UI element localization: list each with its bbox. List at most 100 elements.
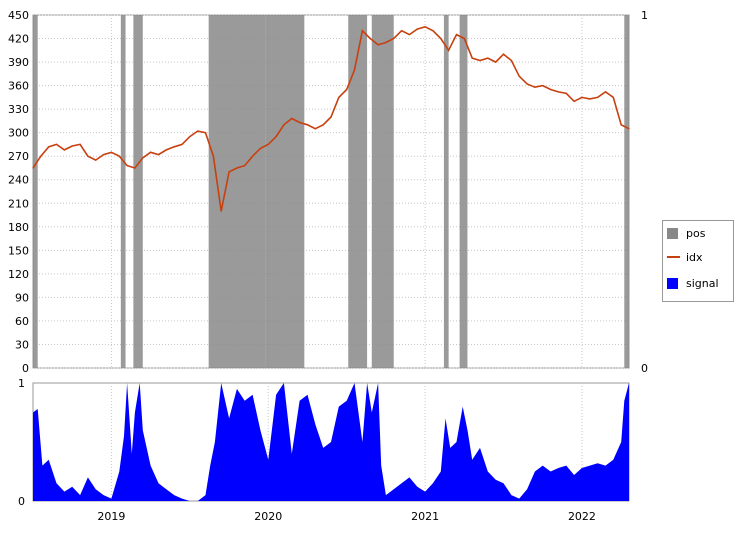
idx-point xyxy=(118,155,120,157)
pos-band xyxy=(371,15,394,368)
idx-point xyxy=(487,57,489,59)
legend-item-pos: pos xyxy=(667,225,705,241)
idx-point xyxy=(542,85,544,87)
idx-point xyxy=(283,124,285,126)
legend-swatch-pos xyxy=(667,227,678,239)
idx-point xyxy=(369,37,371,40)
idx-point xyxy=(448,49,450,51)
idx-point xyxy=(204,132,207,134)
pos-band xyxy=(33,15,38,368)
idx-point xyxy=(71,145,73,147)
y-tick-label: 30 xyxy=(15,338,29,351)
y-tick-label: 270 xyxy=(8,150,29,163)
idx-point xyxy=(189,136,191,138)
idx-point xyxy=(259,147,261,149)
idx-point xyxy=(526,83,528,85)
pos-band xyxy=(208,15,266,368)
legend: pos idx signal xyxy=(662,220,734,302)
idx-point xyxy=(291,117,293,120)
idx-point xyxy=(197,130,199,132)
idx-point xyxy=(173,146,175,148)
idx-point xyxy=(628,128,630,130)
y-tick-label: 300 xyxy=(8,127,29,140)
idx-point xyxy=(181,143,183,145)
idx-point xyxy=(330,116,332,118)
idx-point xyxy=(401,30,403,32)
idx-point xyxy=(557,91,560,93)
idx-point xyxy=(620,124,622,126)
idx-point xyxy=(95,159,97,161)
idx-point xyxy=(306,124,309,126)
idx-point xyxy=(142,157,144,159)
idx-point xyxy=(455,34,458,36)
idx-point xyxy=(314,128,316,130)
idx-point xyxy=(353,69,356,71)
top-grid xyxy=(33,14,629,369)
idx-point xyxy=(510,59,512,62)
y-tick-label: 150 xyxy=(8,244,29,257)
idx-point xyxy=(236,167,238,169)
legend-item-signal: signal xyxy=(667,275,719,291)
legend-line-idx xyxy=(667,256,680,258)
idx-point xyxy=(377,44,379,46)
idx-point xyxy=(550,88,552,91)
x-tick-label: 2019 xyxy=(97,510,125,523)
idx-point xyxy=(150,151,152,153)
pos-band xyxy=(265,15,305,368)
idx-point xyxy=(228,171,230,173)
y-tick-label: 450 xyxy=(8,9,29,22)
y-tick-label: 0 xyxy=(18,495,25,508)
legend-item-idx: idx xyxy=(667,249,703,265)
idx-point xyxy=(408,34,410,36)
idx-point xyxy=(275,136,277,138)
idx-point xyxy=(471,57,473,59)
y-tick-label: 90 xyxy=(15,291,29,304)
idx-point xyxy=(573,100,575,102)
idx-point xyxy=(612,96,614,98)
idx-point xyxy=(604,91,607,93)
pos-band xyxy=(133,15,143,368)
legend-label-signal: signal xyxy=(686,276,719,290)
idx-point xyxy=(385,41,387,44)
idx-point xyxy=(40,155,42,157)
y-tick-label: 210 xyxy=(8,197,29,210)
idx-point xyxy=(126,165,128,167)
idx-point xyxy=(299,121,301,124)
idx-point xyxy=(267,143,269,145)
idx-point xyxy=(589,98,591,100)
idx-point xyxy=(79,143,81,145)
y-tick-label: 60 xyxy=(15,315,29,328)
idx-point xyxy=(432,30,434,32)
y-tick-label: 420 xyxy=(8,33,29,46)
y-tick-label: 120 xyxy=(8,268,29,281)
idx-point xyxy=(220,210,222,212)
idx-point xyxy=(212,155,214,157)
y-tick-label: 240 xyxy=(8,174,29,187)
idx-point xyxy=(346,88,348,91)
y-tick-label: 0 xyxy=(22,362,29,375)
bottom-axis: 0 1 2019 2020 2021 2022 xyxy=(18,377,596,523)
idx-point xyxy=(393,37,395,40)
idx-point xyxy=(463,37,465,40)
idx-point xyxy=(495,61,497,63)
idx-point xyxy=(110,151,112,153)
top-axis: 0 30 60 90 120 150 180 210 240 270 300 330 360 390 420… xyxy=(8,9,648,375)
pos-band xyxy=(443,15,449,368)
signal-area xyxy=(33,383,629,501)
idx-point xyxy=(518,75,520,77)
pos-band xyxy=(459,15,468,368)
y-tick-label: 330 xyxy=(8,103,29,116)
x-tick-label: 2021 xyxy=(411,510,439,523)
pos-band xyxy=(120,15,126,368)
idx-point xyxy=(502,53,505,55)
idx-point xyxy=(424,26,426,28)
idx-point xyxy=(157,154,160,156)
idx-point xyxy=(361,30,363,32)
y-tick-label: 180 xyxy=(8,221,29,234)
idx-point xyxy=(597,96,599,98)
pos-band xyxy=(624,15,629,368)
top-plot-frame xyxy=(32,14,630,369)
right-tick-label: 0 xyxy=(641,362,648,375)
idx-point xyxy=(252,155,254,157)
